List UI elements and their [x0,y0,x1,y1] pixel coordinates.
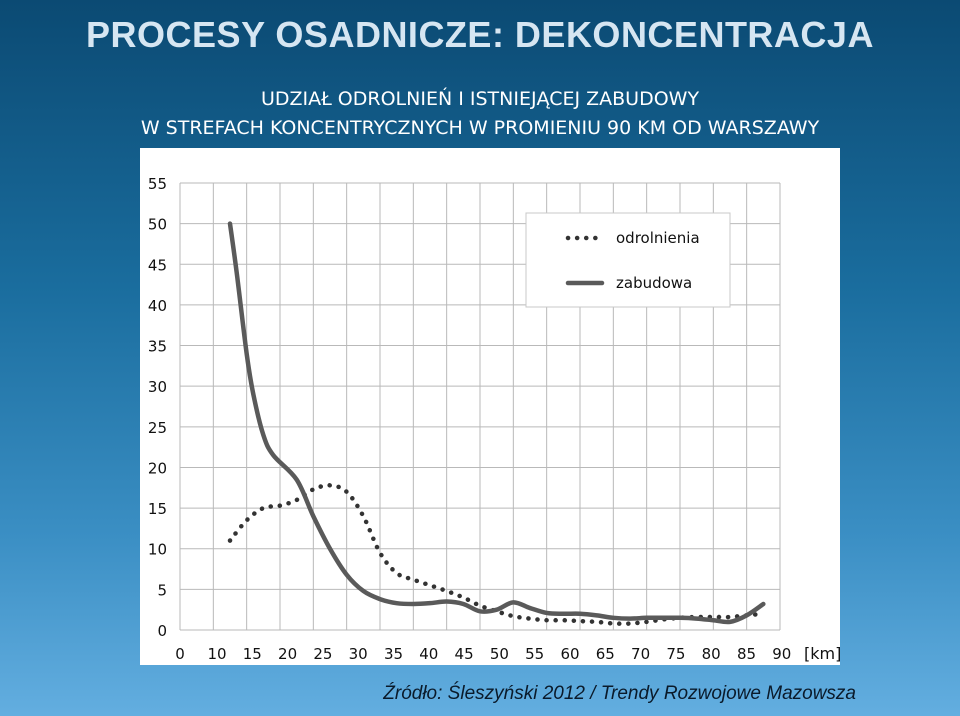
y-tick-label: 30 [148,378,167,396]
x-tick-labels: 0 10 15 20 25 30 35 40 45 50 55 60 65 70 75 80 85 90 [175,645,791,663]
x-tick-label: 65 [596,645,615,663]
y-tick-label: 15 [148,500,167,518]
x-tick-label: 70 [631,645,650,663]
y-tick-label: 35 [148,338,167,356]
plot-area [140,148,840,665]
x-tick-label: 45 [455,645,474,663]
legend: odrolnienia zabudowa [525,212,731,308]
x-tick-label: 60 [560,645,579,663]
x-tick-label: 85 [737,645,756,663]
x-tick-label: 15 [243,645,262,663]
x-tick-label: 25 [313,645,332,663]
x-tick-label: 75 [666,645,685,663]
x-tick-label: 50 [490,645,509,663]
x-tick-label: 20 [278,645,297,663]
x-tick-label: 40 [419,645,438,663]
x-tick-label: 0 [175,645,185,663]
y-tick-label: 50 [148,216,167,234]
y-tick-label: 5 [157,581,167,599]
x-tick-label: 30 [349,645,368,663]
y-tick-label: 40 [148,297,167,315]
x-tick-label: 10 [207,645,226,663]
legend-label-zabudowa: zabudowa [616,274,692,292]
y-tick-label: 55 [148,175,167,193]
y-tick-label: 45 [148,256,167,274]
legend-label-odrolnienia: odrolnienia [616,229,700,247]
y-tick-label: 10 [148,541,167,559]
source-note: Źródło: Śleszyński 2012 / Trendy Rozwojo… [383,683,856,704]
chart-title-line-1: UDZIAŁ ODROLNIEŃ I ISTNIEJĄCEJ ZABUDOWY [260,88,700,110]
series-line-zabudowa [227,221,766,625]
x-tick-label: 80 [702,645,721,663]
legend-box [525,212,731,308]
x-tick-label: 55 [525,645,544,663]
y-tick-label: 20 [148,459,167,477]
y-tick-labels: 0 5 10 15 20 25 30 35 40 45 50 55 [148,175,167,640]
y-tick-label: 25 [148,419,167,437]
x-tick-label: 35 [384,645,403,663]
y-tick-label: 0 [157,622,167,640]
x-tick-label: 90 [772,645,791,663]
series-layer [227,221,766,626]
x-axis-unit: [km] [804,644,841,663]
slide-title: PROCESY OSADNICZE: DEKONCENTRACJA [86,14,874,55]
chart-title-line-2: W STREFACH KONCENTRYCZNYCH W PROMIENIU 9… [140,117,820,139]
